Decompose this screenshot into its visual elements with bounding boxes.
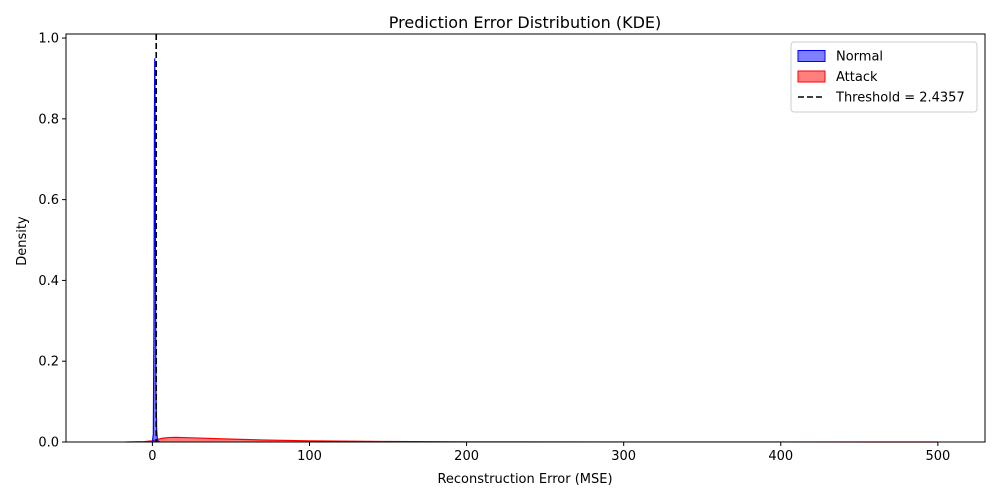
legend-swatch-attack — [797, 70, 826, 83]
y-tick-label: 0.0 — [38, 436, 59, 451]
legend-label-normal: Normal — [836, 50, 883, 65]
y-tick-label: 0.4 — [38, 274, 59, 289]
x-tick-label: 100 — [297, 449, 322, 464]
plot-area: 0 100 200 300 400 500 0.0 0.2 0.4 0.6 0.8 1.0 — [38, 32, 986, 464]
legend-label-threshold: Threshold = 2.4357 — [835, 91, 965, 106]
y-axis-label: Density — [15, 216, 30, 266]
legend-frame — [790, 41, 978, 113]
legend-label-attack: Attack — [836, 70, 878, 85]
x-tick-label: 500 — [925, 449, 950, 464]
legend: Normal Attack Threshold = 2.4357 — [790, 41, 978, 113]
x-tick-label: 400 — [768, 449, 793, 464]
y-tick-label: 1.0 — [38, 32, 59, 47]
axes-frame — [65, 33, 986, 443]
x-tick-label: 0 — [148, 449, 156, 464]
x-tick-label: 200 — [454, 449, 479, 464]
x-tick-label: 300 — [611, 449, 636, 464]
y-tick-label: 0.6 — [38, 193, 59, 208]
legend-swatch-normal — [797, 50, 826, 62]
chart-title: Prediction Error Distribution (KDE) — [389, 13, 662, 32]
series-normal-line — [151, 58, 161, 443]
x-axis-label: Reconstruction Error (MSE) — [437, 472, 612, 487]
y-tick-label: 0.8 — [38, 112, 59, 127]
y-tick-label: 0.2 — [38, 355, 59, 370]
